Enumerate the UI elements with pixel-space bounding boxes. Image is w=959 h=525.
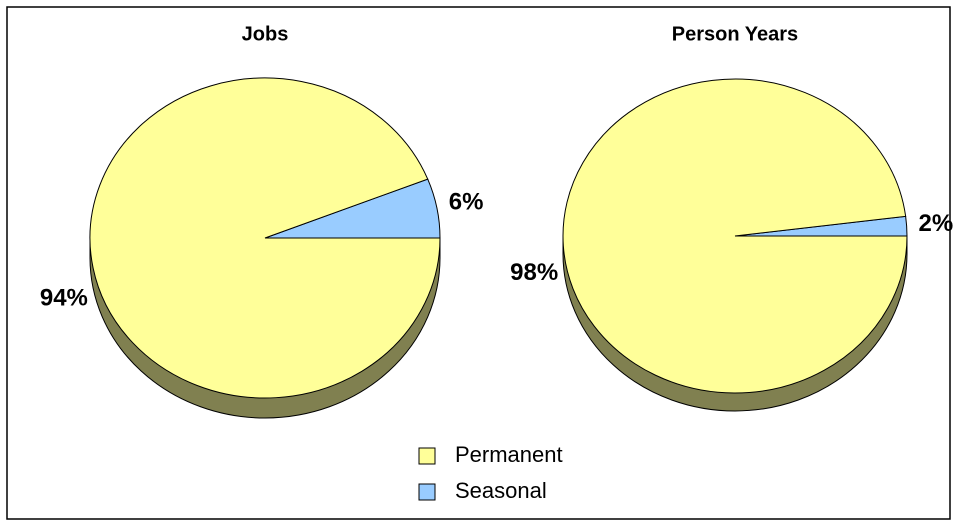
data-label: 94% bbox=[40, 284, 88, 311]
legend-label: Seasonal bbox=[455, 478, 547, 503]
pie-title: Person Years bbox=[672, 23, 798, 45]
pie-slice bbox=[562, 78, 908, 394]
data-label: 2% bbox=[918, 210, 953, 237]
data-label: 6% bbox=[449, 188, 484, 215]
pie-slice bbox=[89, 77, 441, 399]
legend-label: Permanent bbox=[455, 442, 563, 467]
legend-swatch bbox=[418, 447, 436, 465]
pie-title: Jobs bbox=[242, 23, 289, 45]
data-label: 98% bbox=[510, 259, 558, 286]
legend-swatch bbox=[418, 483, 436, 501]
